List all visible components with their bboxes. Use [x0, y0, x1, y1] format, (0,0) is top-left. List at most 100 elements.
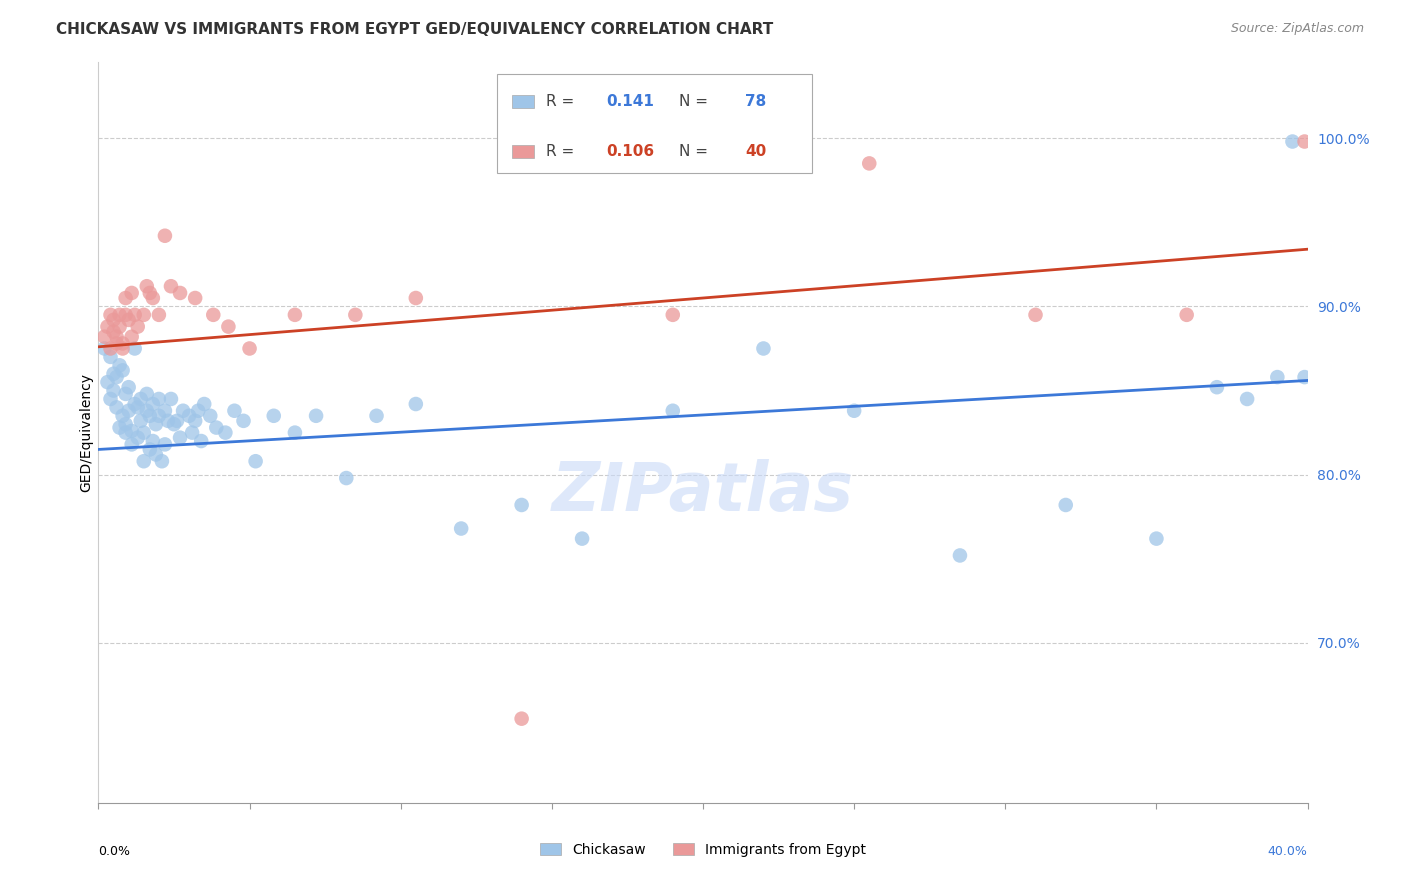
Point	[114, 291, 136, 305]
Point	[135, 279, 157, 293]
Text: N =: N =	[679, 144, 713, 159]
Point	[190, 434, 212, 448]
Text: 0.106: 0.106	[606, 144, 654, 159]
Point	[1294, 370, 1316, 384]
Y-axis label: GED/Equivalency: GED/Equivalency	[79, 373, 93, 492]
Point	[118, 380, 141, 394]
Point	[103, 325, 125, 339]
Point	[163, 417, 186, 432]
Point	[127, 401, 149, 415]
Point	[1281, 135, 1303, 149]
Point	[148, 308, 170, 322]
Point	[118, 403, 141, 417]
Text: R =: R =	[546, 94, 579, 109]
Point	[510, 712, 533, 726]
Text: N =: N =	[679, 94, 713, 109]
Text: R =: R =	[546, 144, 579, 159]
Point	[121, 437, 143, 451]
Point	[450, 522, 472, 536]
Point	[193, 397, 215, 411]
Point	[217, 319, 239, 334]
Point	[121, 424, 143, 438]
Point	[153, 437, 176, 451]
Point	[752, 342, 775, 356]
Point	[160, 392, 183, 406]
Point	[139, 442, 162, 457]
Point	[100, 392, 122, 406]
Point	[844, 403, 866, 417]
Point	[344, 308, 367, 322]
Point	[96, 319, 118, 334]
FancyBboxPatch shape	[498, 73, 811, 173]
Point	[105, 329, 128, 343]
Point	[1144, 532, 1167, 546]
Point	[405, 397, 427, 411]
Point	[1206, 380, 1229, 394]
Legend: Chickasaw, Immigrants from Egypt: Chickasaw, Immigrants from Egypt	[534, 838, 872, 863]
Point	[127, 319, 149, 334]
Point	[132, 308, 155, 322]
Point	[166, 414, 188, 428]
Point	[108, 308, 131, 322]
Point	[661, 403, 683, 417]
Text: 0.141: 0.141	[606, 94, 654, 109]
Point	[139, 409, 162, 423]
Point	[114, 387, 136, 401]
Point	[132, 425, 155, 440]
Text: 40.0%: 40.0%	[1268, 845, 1308, 858]
Point	[1175, 308, 1198, 322]
Text: 78: 78	[745, 94, 766, 109]
Text: ZIPatlas: ZIPatlas	[553, 458, 853, 524]
Point	[148, 409, 170, 423]
Point	[96, 375, 118, 389]
Point	[232, 414, 254, 428]
Point	[205, 420, 228, 434]
Point	[108, 359, 131, 373]
Point	[284, 308, 307, 322]
Point	[153, 403, 176, 417]
Point	[135, 403, 157, 417]
Point	[124, 342, 146, 356]
Point	[284, 425, 307, 440]
Point	[510, 498, 533, 512]
Point	[1024, 308, 1046, 322]
Point	[239, 342, 262, 356]
Point	[103, 313, 125, 327]
Point	[108, 319, 131, 334]
Point	[150, 454, 173, 468]
Point	[111, 336, 134, 351]
Point	[103, 384, 125, 398]
Point	[187, 403, 209, 417]
Point	[142, 397, 165, 411]
Point	[1236, 392, 1258, 406]
Point	[105, 401, 128, 415]
Point	[181, 425, 204, 440]
Point	[184, 291, 207, 305]
Text: Source: ZipAtlas.com: Source: ZipAtlas.com	[1230, 22, 1364, 36]
Point	[124, 308, 146, 322]
Point	[214, 425, 236, 440]
Point	[114, 417, 136, 432]
Point	[129, 414, 152, 428]
Bar	[512, 145, 534, 158]
Point	[118, 313, 141, 327]
Point	[169, 285, 191, 300]
Point	[142, 434, 165, 448]
Point	[858, 156, 880, 170]
Point	[121, 329, 143, 343]
Point	[245, 454, 267, 468]
Point	[114, 425, 136, 440]
Point	[156, 414, 179, 428]
Point	[103, 367, 125, 381]
Point	[100, 342, 122, 356]
Bar	[512, 95, 534, 108]
Point	[184, 414, 207, 428]
Point	[93, 342, 115, 356]
Point	[366, 409, 388, 423]
Point	[335, 471, 357, 485]
Point	[129, 392, 152, 406]
Point	[179, 409, 201, 423]
Point	[111, 342, 134, 356]
Point	[105, 336, 128, 351]
Point	[114, 308, 136, 322]
